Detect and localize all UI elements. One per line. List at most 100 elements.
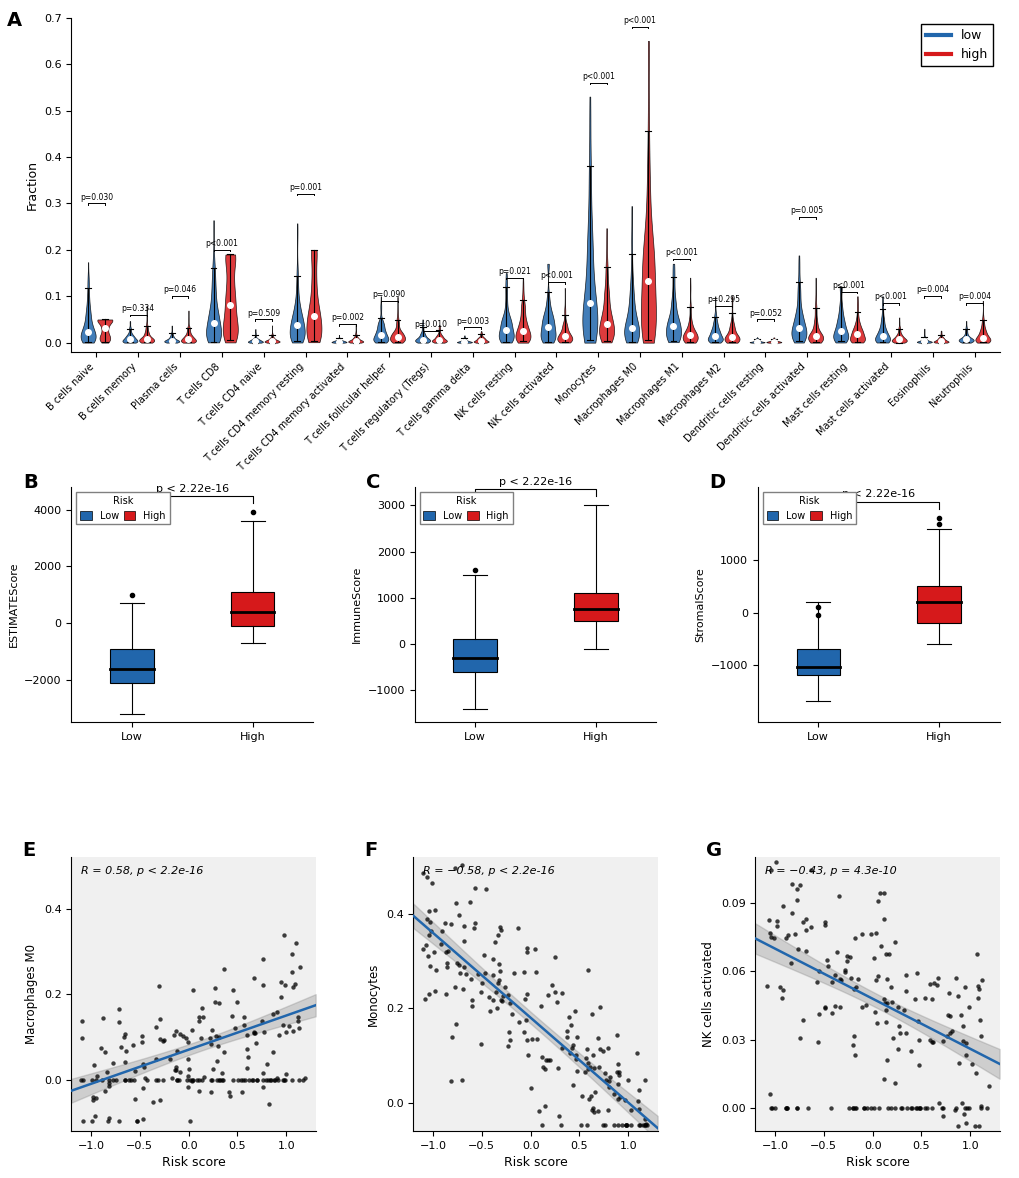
- Point: [788, 1099, 804, 1118]
- Point: [93, 1039, 109, 1058]
- Point: [758, 977, 774, 995]
- Point: [244, 1070, 260, 1088]
- Text: p<0.001: p<0.001: [664, 249, 698, 257]
- Text: p=0.002: p=0.002: [330, 313, 364, 323]
- Point: [924, 1032, 941, 1051]
- Point: [842, 948, 858, 967]
- Point: [150, 977, 166, 995]
- Point: [136, 1079, 152, 1098]
- Point: [572, 1116, 588, 1134]
- Point: [194, 999, 210, 1018]
- Point: [898, 1099, 914, 1118]
- Bar: [452, 640, 496, 671]
- Point: [438, 954, 454, 973]
- Point: [457, 965, 473, 984]
- Point: [577, 1063, 593, 1081]
- Point: [152, 1010, 168, 1028]
- Point: [260, 1070, 276, 1088]
- Point: [630, 1099, 646, 1118]
- Point: [167, 1061, 183, 1080]
- Point: [823, 972, 840, 991]
- Point: [760, 911, 776, 929]
- Point: [857, 995, 873, 1014]
- Point: [265, 1043, 281, 1061]
- Point: [589, 1028, 605, 1047]
- Point: [636, 1116, 652, 1134]
- Point: [584, 1005, 600, 1024]
- Point: [518, 1031, 534, 1050]
- Point: [616, 1091, 633, 1110]
- Point: [249, 1070, 265, 1088]
- Point: [510, 919, 526, 938]
- Point: [419, 946, 435, 965]
- Text: p=0.046: p=0.046: [163, 285, 197, 294]
- Point: [179, 1070, 196, 1088]
- Point: [255, 1064, 271, 1083]
- Point: [782, 953, 798, 972]
- Point: [225, 980, 242, 999]
- Point: [192, 1081, 208, 1100]
- Point: [196, 1068, 212, 1087]
- Point: [565, 1076, 581, 1094]
- Text: p=0.003: p=0.003: [455, 317, 489, 325]
- Point: [972, 1027, 988, 1046]
- Point: [637, 1071, 653, 1090]
- Point: [875, 990, 892, 1008]
- Text: p=0.030: p=0.030: [79, 192, 113, 201]
- Point: [451, 964, 468, 982]
- Point: [810, 961, 826, 980]
- Point: [953, 1005, 969, 1024]
- Y-axis label: ImmuneScore: ImmuneScore: [352, 565, 362, 643]
- Point: [969, 977, 985, 995]
- Point: [492, 961, 508, 980]
- Point: [783, 875, 799, 894]
- Point: [878, 969, 895, 988]
- Point: [180, 1077, 197, 1096]
- Point: [126, 1090, 143, 1108]
- Point: [636, 1116, 652, 1134]
- Point: [797, 920, 813, 939]
- Point: [970, 1117, 986, 1136]
- Point: [940, 984, 956, 1002]
- Point: [126, 1061, 143, 1080]
- Point: [136, 1058, 152, 1077]
- Point: [855, 1099, 871, 1118]
- Point: [966, 1117, 982, 1136]
- Point: [921, 974, 937, 993]
- Point: [191, 1012, 207, 1031]
- Point: [774, 896, 791, 915]
- Point: [74, 1011, 91, 1030]
- Point: [491, 971, 507, 990]
- Point: [546, 982, 562, 1001]
- Point: [273, 973, 289, 992]
- Point: [869, 892, 886, 911]
- Point: [794, 913, 810, 932]
- Point: [486, 932, 502, 951]
- Point: [609, 1074, 626, 1093]
- Text: p=0.005: p=0.005: [790, 206, 823, 216]
- Text: D: D: [709, 472, 725, 491]
- Point: [809, 1032, 825, 1051]
- Point: [567, 1001, 583, 1020]
- Text: p=0.001: p=0.001: [288, 184, 322, 192]
- Point: [797, 909, 813, 928]
- Point: [447, 1014, 464, 1033]
- Text: B: B: [23, 472, 38, 491]
- Point: [228, 993, 245, 1012]
- Point: [579, 960, 595, 979]
- Point: [608, 1026, 625, 1045]
- Point: [268, 1002, 284, 1021]
- Point: [117, 1041, 133, 1060]
- Bar: [796, 649, 840, 675]
- Point: [561, 1044, 578, 1063]
- Point: [438, 958, 454, 977]
- Point: [184, 1072, 201, 1091]
- Point: [773, 980, 790, 999]
- Text: p<0.001: p<0.001: [623, 16, 656, 25]
- Point: [476, 964, 492, 982]
- Point: [878, 1051, 895, 1070]
- Point: [209, 1037, 225, 1055]
- Text: R = −0.58, p < 2.2e-16: R = −0.58, p < 2.2e-16: [423, 866, 554, 875]
- Point: [934, 1099, 951, 1118]
- Point: [209, 1052, 225, 1071]
